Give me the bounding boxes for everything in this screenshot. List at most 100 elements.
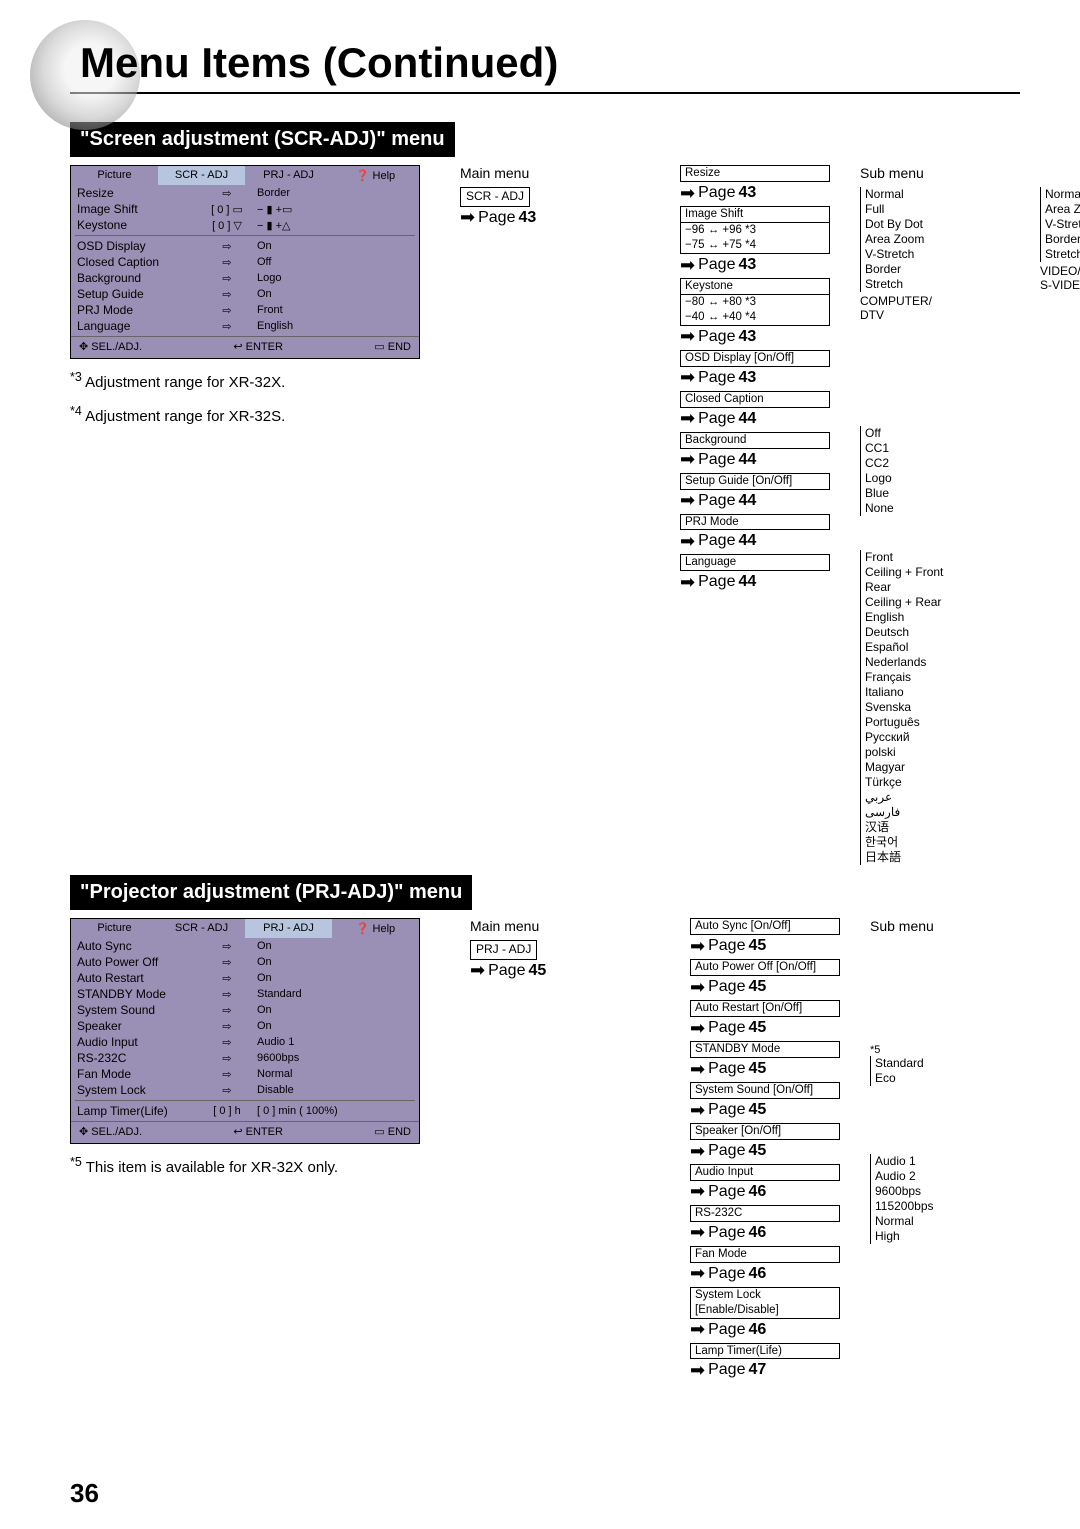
page-ref: ➡Page 46 — [690, 1183, 840, 1201]
osd-foot-item: ↩ ENTER — [233, 1125, 283, 1138]
tree-root: SCR - ADJ — [460, 187, 530, 207]
page-ref: ➡Page 45 — [690, 1060, 840, 1078]
page-ref: ➡Page 44 — [680, 573, 830, 591]
page-ref: ➡Page 44 — [680, 410, 830, 428]
osd-foot-item: ✥ SEL./ADJ. — [79, 1125, 142, 1138]
tree-item: Audio Input — [690, 1164, 840, 1181]
tree-options: 9600bps115200bps — [870, 1184, 1020, 1214]
osd-row: Fan Mode⇨Normal — [71, 1066, 419, 1082]
page-ref: ➡Page 45 — [690, 1101, 840, 1119]
tree-item: Background — [680, 432, 830, 449]
main-menu-label: Main menu — [470, 918, 660, 934]
osd-tab: SCR - ADJ — [158, 919, 245, 938]
sub-menu-label: Sub menu — [870, 918, 1020, 934]
page-ref: ➡Page 46 — [690, 1321, 840, 1339]
page-ref: ➡Page 44 — [680, 532, 830, 550]
footnote: *5 This item is available for XR-32X onl… — [70, 1154, 430, 1178]
page-ref: ➡Page 43 — [680, 328, 830, 346]
page-ref: ➡Page 45 — [690, 1019, 840, 1037]
page-ref: ➡Page 46 — [690, 1224, 840, 1242]
page-ref: ➡Page 44 — [680, 451, 830, 469]
osd-foot-item: ▭ END — [374, 340, 411, 353]
osd-row: Lamp Timer(Life)[ 0 ] h[ 0 ] min ( 100%) — [71, 1103, 419, 1119]
osd-tab: ❓ Help — [332, 166, 419, 185]
osd-row: Audio Input⇨Audio 1 — [71, 1034, 419, 1050]
page-ref: ➡Page 47 — [690, 1361, 840, 1379]
footnote: *4 Adjustment range for XR-32S. — [70, 403, 420, 427]
section-bar: "Projector adjustment (PRJ-ADJ)" menu — [70, 875, 472, 910]
page-ref: ➡Page 43 — [680, 184, 830, 202]
tree-item: Keystone — [680, 278, 830, 295]
tree-item: Auto Power Off [On/Off] — [690, 959, 840, 976]
osd-row: STANDBY Mode⇨Standard — [71, 986, 419, 1002]
tree-item: Speaker [On/Off] — [690, 1123, 840, 1140]
osd-row: System Lock⇨Disable — [71, 1082, 419, 1098]
tree-options: NormalHigh — [870, 1214, 1020, 1244]
osd-tab: PRJ - ADJ — [245, 166, 332, 185]
osd-foot-item: ✥ SEL./ADJ. — [79, 340, 142, 353]
tree-item: Closed Caption — [680, 391, 830, 408]
osd-row: OSD Display⇨On — [71, 238, 419, 254]
osd-tab: PRJ - ADJ — [245, 919, 332, 938]
osd-row: Auto Restart⇨On — [71, 970, 419, 986]
section-bar: "Screen adjustment (SCR-ADJ)" menu — [70, 122, 455, 157]
osd-tab: ❓ Help — [332, 919, 419, 938]
sub-menu-label: Sub menu — [860, 165, 1010, 181]
osd-row: Language⇨English — [71, 318, 419, 334]
tree-item: System Sound [On/Off] — [690, 1082, 840, 1099]
tree-item-sub: −80 ↔ +80 *3−40 ↔ +40 *4 — [680, 295, 830, 326]
page-ref: ➡Page 43 — [680, 256, 830, 274]
tree-root: PRJ - ADJ — [470, 940, 537, 960]
osd-foot-item: ↩ ENTER — [233, 340, 283, 353]
tree-options: NormalFullDot By DotArea ZoomV-StretchBo… — [860, 187, 1010, 292]
tree-options: EnglishDeutschEspañolNederlandsFrançaisI… — [860, 610, 1010, 865]
tree-options: LogoBlueNone — [860, 471, 1010, 516]
tree-options: FrontCeiling + FrontRearCeiling + Rear — [860, 550, 1010, 610]
osd-tab: Picture — [71, 919, 158, 938]
tree-item: Auto Sync [On/Off] — [690, 918, 840, 935]
page-ref: ➡Page 45 — [690, 978, 840, 996]
osd-row: Speaker⇨On — [71, 1018, 419, 1034]
tree-item: Language — [680, 554, 830, 571]
tree-item: STANDBY Mode — [690, 1041, 840, 1058]
tree-side-note: VIDEO/S-VIDEO — [1040, 264, 1080, 292]
tree-item: Fan Mode — [690, 1246, 840, 1263]
osd-row: Auto Sync⇨On — [71, 938, 419, 954]
tree-options: StandardEco — [870, 1056, 1020, 1086]
tree-item: Lamp Timer(Life) — [690, 1343, 840, 1360]
osd-row: System Sound⇨On — [71, 1002, 419, 1018]
osd-row: PRJ Mode⇨Front — [71, 302, 419, 318]
page-ref: ➡Page 43 — [460, 209, 650, 227]
osd-row: Keystone[ 0 ] ▽− ▮ +△ — [71, 217, 419, 233]
footnote: *3 Adjustment range for XR-32X. — [70, 369, 420, 393]
tree-options-alt: NormalArea ZoomV-StretchBorderStretch — [1040, 187, 1080, 262]
page-ref: ➡Page 45 — [690, 1142, 840, 1160]
osd-row: Auto Power Off⇨On — [71, 954, 419, 970]
osd-foot-item: ▭ END — [374, 1125, 411, 1138]
tree-item: PRJ Mode — [680, 514, 830, 531]
osd-row: RS-232C⇨9600bps — [71, 1050, 419, 1066]
tree-item: Image Shift — [680, 206, 830, 223]
osd-tab: SCR - ADJ — [158, 166, 245, 185]
tree-item: OSD Display [On/Off] — [680, 350, 830, 367]
osd-tab: Picture — [71, 166, 158, 185]
page-ref: ➡Page 43 — [680, 369, 830, 387]
tree-item: Auto Restart [On/Off] — [690, 1000, 840, 1017]
osd-row: Setup Guide⇨On — [71, 286, 419, 302]
tree-item: Resize — [680, 165, 830, 182]
osd-menu: PictureSCR - ADJPRJ - ADJ❓ HelpAuto Sync… — [70, 918, 420, 1144]
tree-item: System Lock[Enable/Disable] — [690, 1287, 840, 1319]
main-menu-label: Main menu — [460, 165, 650, 181]
page-ref: ➡Page 44 — [680, 492, 830, 510]
page-title: Menu Items (Continued) — [80, 40, 1020, 86]
tree-side-note: COMPUTER/DTV — [860, 294, 1010, 322]
osd-row: Background⇨Logo — [71, 270, 419, 286]
tree-options: Audio 1Audio 2 — [870, 1154, 1020, 1184]
tree-item-sub: −96 ↔ +96 *3−75 ↔ +75 *4 — [680, 223, 830, 254]
page-ref: ➡Page 45 — [470, 962, 660, 980]
page-number: 36 — [70, 1478, 99, 1509]
page-ref: ➡Page 46 — [690, 1265, 840, 1283]
osd-row: Image Shift[ 0 ] ▭− ▮ +▭ — [71, 201, 419, 217]
tree-options: OffCC1CC2 — [860, 426, 1010, 471]
osd-row: Resize⇨Border — [71, 185, 419, 201]
